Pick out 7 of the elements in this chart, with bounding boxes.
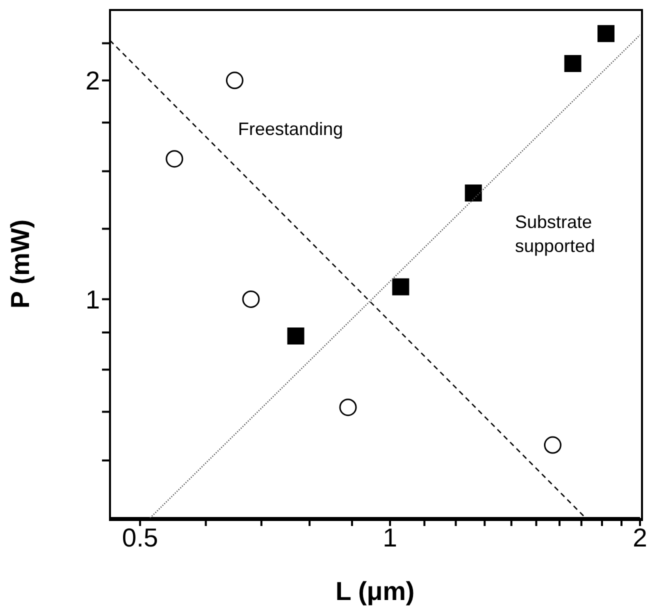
- annotation: Substrate supported: [515, 211, 596, 258]
- x-tick-label: 2: [632, 522, 648, 552]
- x-axis-title: L (μm): [336, 576, 414, 606]
- x-tick-label: 0.5: [122, 522, 158, 552]
- x-tick-label: 1: [382, 522, 398, 552]
- annotation: Freestanding: [238, 118, 344, 141]
- y-axis-title: P (mW): [5, 219, 36, 309]
